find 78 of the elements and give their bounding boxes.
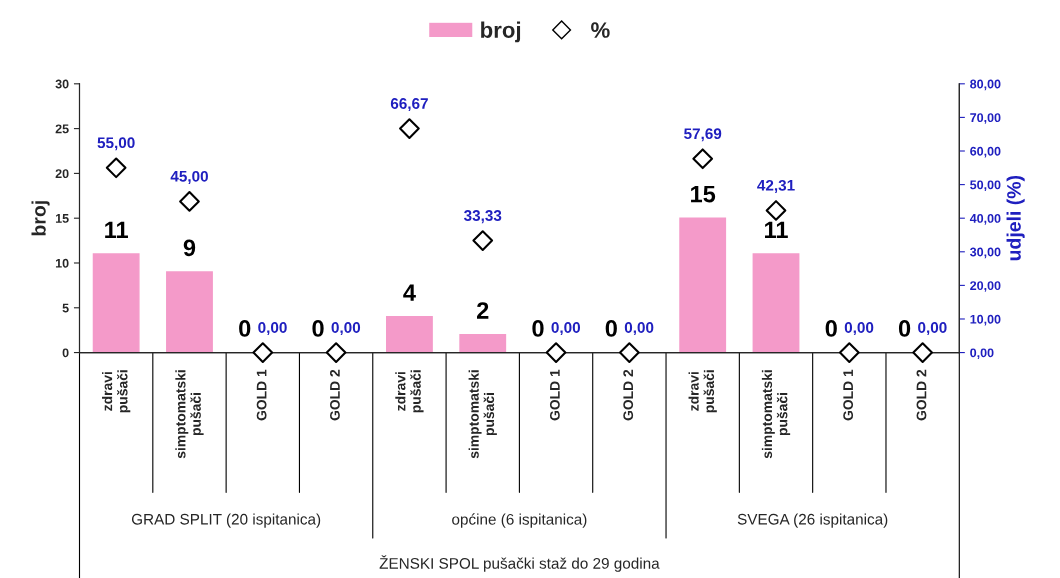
x-tick-label: simptomatski pušači bbox=[761, 370, 791, 459]
data-label: 9 bbox=[183, 239, 196, 257]
point bbox=[765, 200, 787, 221]
data-label: 0 bbox=[825, 320, 837, 337]
data-label: 55,00 bbox=[97, 137, 135, 151]
point bbox=[545, 342, 567, 363]
data-label: 0,00 bbox=[624, 322, 654, 336]
text: GRAD SPLIT (20 ispitanica) bbox=[131, 513, 321, 528]
bar bbox=[459, 333, 507, 353]
data-label: 0,00 bbox=[844, 322, 874, 336]
x-tick-label: GOLD 2 bbox=[623, 369, 634, 421]
x-tick-label: zdravi pušači bbox=[395, 370, 424, 413]
point bbox=[325, 342, 347, 363]
data-label: 0 bbox=[312, 320, 324, 337]
data-label: 2 bbox=[477, 302, 489, 319]
data-label: 0 bbox=[605, 320, 617, 337]
y-tick-label: 5 bbox=[62, 303, 69, 313]
y2-tick-label: 20,00 bbox=[970, 281, 1001, 292]
point bbox=[105, 157, 127, 179]
x-tick-label: zdravi pušači bbox=[102, 370, 131, 413]
y2-axis-title: udjeli (%) bbox=[1006, 175, 1025, 261]
text: općine (6 ispitanica) bbox=[452, 513, 587, 528]
data-label: 0 bbox=[532, 320, 544, 337]
data-label: 66,67 bbox=[390, 98, 428, 112]
legend-label: broj bbox=[481, 21, 521, 43]
data-label: 33,33 bbox=[463, 210, 502, 224]
y-tick-label: 30 bbox=[55, 79, 69, 89]
data-label: 45,00 bbox=[170, 170, 208, 184]
legend-label: % bbox=[591, 22, 610, 38]
x-tick-label: GOLD 1 bbox=[549, 369, 560, 421]
y-tick-label: 15 bbox=[55, 214, 69, 223]
y-tick-label: 0 bbox=[62, 348, 69, 358]
x-tick-label: GOLD 2 bbox=[916, 369, 927, 421]
x-tick-label: GOLD 2 bbox=[330, 369, 340, 421]
data-label: 57,69 bbox=[684, 128, 722, 142]
text: ŽENSKI SPOL pušački staž do 29 godina bbox=[379, 555, 660, 572]
point bbox=[399, 118, 420, 139]
data-label: 0,00 bbox=[918, 322, 947, 336]
bar bbox=[679, 217, 727, 353]
x-tick-label: simptomatski pušači bbox=[175, 370, 204, 459]
y2-tick-label: 40,00 bbox=[969, 214, 1001, 225]
y2-tick-label: 30,00 bbox=[970, 247, 1001, 259]
y-tick-label: 20 bbox=[55, 169, 69, 179]
text: SVEGA (26 ispitanica) bbox=[737, 513, 888, 528]
y-tick-label: 25 bbox=[55, 124, 69, 134]
y2-tick-label: 70,00 bbox=[970, 113, 1001, 124]
y2-tick-label: 80,00 bbox=[970, 79, 1001, 91]
data-label: 0 bbox=[898, 320, 911, 337]
data-label: 0,00 bbox=[551, 322, 581, 336]
data-label: 4 bbox=[403, 284, 416, 301]
point bbox=[179, 191, 200, 212]
x-tick-label: GOLD 1 bbox=[843, 369, 854, 421]
bar bbox=[166, 271, 213, 353]
point bbox=[838, 342, 860, 363]
y2-tick-label: 50,00 bbox=[970, 180, 1001, 192]
y-axis-title: broj bbox=[31, 201, 50, 236]
point bbox=[472, 230, 494, 251]
data-label: 11 bbox=[105, 221, 128, 239]
y-tick-label: 10 bbox=[55, 258, 69, 268]
point bbox=[692, 148, 714, 170]
data-label: 11 bbox=[765, 221, 788, 239]
y2-tick-label: 10,00 bbox=[970, 314, 1001, 326]
bar bbox=[386, 316, 433, 353]
point bbox=[252, 342, 274, 363]
x-tick-label: GOLD 1 bbox=[256, 369, 267, 421]
x-tick-label: simptomatski pušači bbox=[468, 370, 497, 459]
data-label: 42,31 bbox=[757, 179, 795, 193]
y2-tick-label: 60,00 bbox=[970, 146, 1001, 158]
bar bbox=[752, 253, 800, 353]
point bbox=[619, 342, 640, 363]
data-label: 15 bbox=[691, 185, 716, 203]
data-label: 0 bbox=[239, 320, 251, 337]
data-label: 0,00 bbox=[331, 322, 361, 336]
point bbox=[912, 342, 933, 363]
data-label: 0,00 bbox=[258, 322, 287, 336]
x-tick-label: zdravi pušači bbox=[688, 370, 717, 413]
y2-tick-label: 0,00 bbox=[970, 348, 994, 360]
bar bbox=[92, 253, 140, 353]
